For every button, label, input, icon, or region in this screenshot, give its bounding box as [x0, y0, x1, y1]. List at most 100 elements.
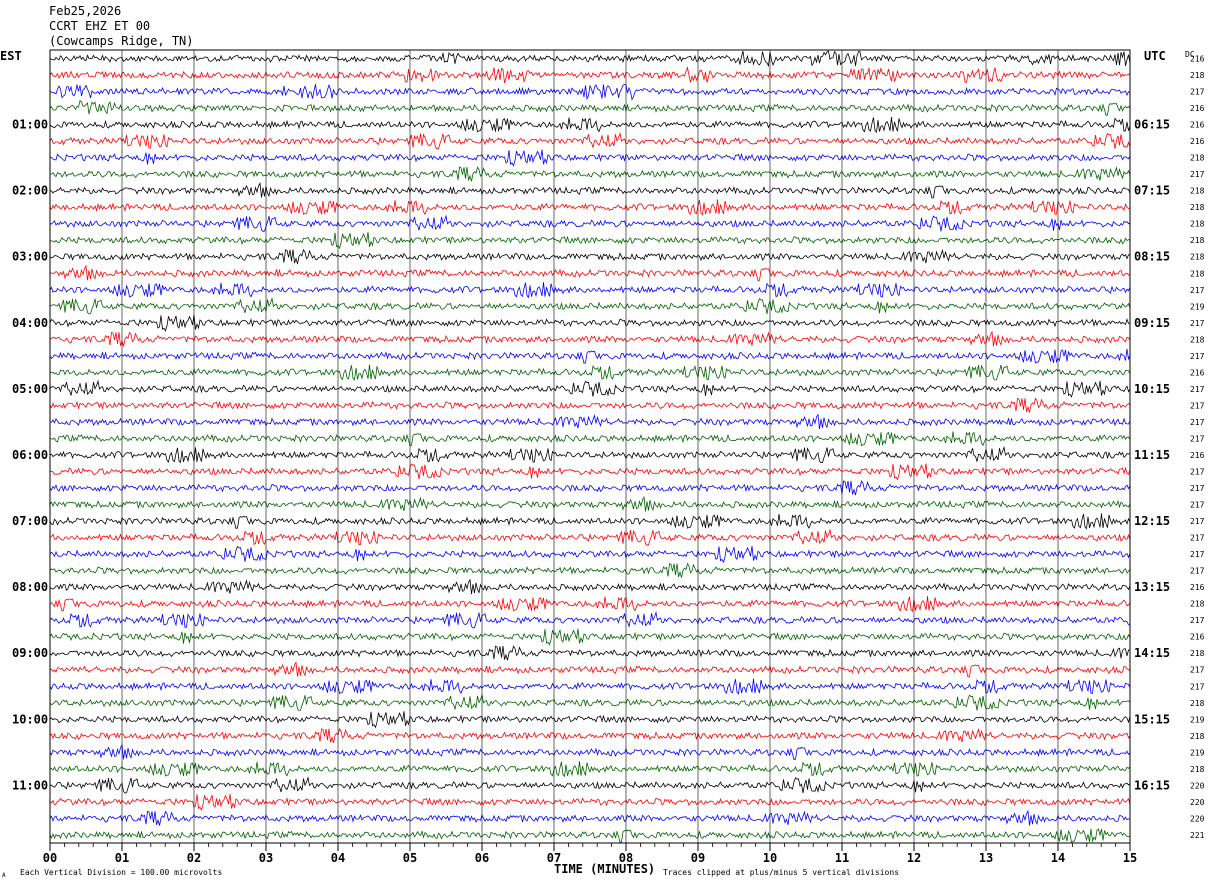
dc-offset-label: 218: [1190, 335, 1205, 344]
x-tick-label: 02: [187, 851, 201, 865]
x-tick-label: 10: [763, 851, 777, 865]
trace-row-44: [49, 776, 1131, 794]
trace-row-28: [49, 513, 1131, 530]
right-hour-label: 07:15: [1134, 184, 1170, 198]
trace-row-29: [49, 528, 1131, 546]
dc-offset-label: 219: [1190, 748, 1205, 757]
traces-layer: [49, 50, 1131, 843]
right-hour-label: 13:15: [1134, 580, 1170, 594]
x-tick-label: 13: [979, 851, 993, 865]
dc-offset-label: 218: [1190, 71, 1205, 80]
trace-row-41: [49, 727, 1131, 744]
trace-row-27: [49, 495, 1131, 512]
trace-row-43: [49, 761, 1131, 778]
scale-note: Each Vertical Division = 100.00 microvol…: [20, 868, 222, 877]
left-hour-label: 07:00: [12, 514, 48, 528]
trace-row-34: [49, 610, 1131, 629]
dc-offset-label: 221: [1190, 831, 1205, 840]
dc-offset-label: 218: [1190, 187, 1205, 196]
x-tick-label: 15: [1123, 851, 1137, 865]
dc-offset-label: 217: [1190, 484, 1205, 493]
dc-offset-label: 217: [1190, 319, 1205, 328]
x-tick-label: 11: [835, 851, 849, 865]
dc-offset-label: 218: [1190, 269, 1205, 278]
trace-row-16: [49, 314, 1131, 332]
x-tick-label: 12: [907, 851, 921, 865]
dc-offset-label: 220: [1190, 781, 1205, 790]
dc-offset-label: 216: [1190, 368, 1205, 377]
dc-offset-label: 218: [1190, 236, 1205, 245]
right-hour-label: 16:15: [1134, 778, 1170, 792]
trace-row-5: [49, 131, 1131, 150]
trace-row-39: [49, 693, 1131, 711]
trace-row-31: [49, 562, 1131, 578]
left-hour-label: 01:00: [12, 118, 48, 132]
dc-offset-label: 217: [1190, 418, 1205, 427]
right-hour-label: 08:15: [1134, 250, 1170, 264]
x-tick-label: 08: [619, 851, 633, 865]
dc-offset-label: 216: [1190, 137, 1205, 146]
x-tick-label: 05: [403, 851, 417, 865]
right-hour-label: 09:15: [1134, 316, 1170, 330]
corner-mark: A: [2, 872, 6, 879]
dc-offset-label: 218: [1190, 600, 1205, 609]
trace-row-37: [49, 661, 1131, 678]
trace-row-23: [49, 431, 1131, 447]
dc-offset-label: 217: [1190, 385, 1205, 394]
trace-row-18: [49, 348, 1131, 364]
right-hour-label: 06:15: [1134, 118, 1170, 132]
trace-row-30: [49, 545, 1131, 564]
trace-row-20: [49, 379, 1131, 398]
trace-row-6: [49, 149, 1131, 167]
trace-row-19: [49, 364, 1131, 381]
dc-offset-label: 216: [1190, 121, 1205, 130]
x-tick-label: 07: [547, 851, 561, 865]
dc-offset-label: 219: [1190, 715, 1205, 724]
trace-row-15: [49, 297, 1131, 315]
right-hour-label: 12:15: [1134, 514, 1170, 528]
trace-row-17: [49, 330, 1131, 347]
dc-offset-label: 218: [1190, 765, 1205, 774]
trace-row-12: [49, 248, 1131, 265]
trace-row-26: [49, 479, 1131, 496]
trace-row-36: [49, 645, 1131, 661]
dc-offset-label: 218: [1190, 203, 1205, 212]
trace-row-3: [49, 99, 1131, 116]
dc-offset-label: 220: [1190, 814, 1205, 823]
dc-offset-label: 217: [1190, 517, 1205, 526]
clip-note: Traces clipped at plus/minus 5 vertical …: [663, 868, 899, 877]
left-timezone-label: EST: [0, 49, 22, 63]
dc-offset-label: 217: [1190, 352, 1205, 361]
dc-offset-label: 217: [1190, 435, 1205, 444]
left-hour-label: 11:00: [12, 778, 48, 792]
x-axis-label: TIME (MINUTES): [554, 862, 655, 876]
x-tick-label: 01: [115, 851, 129, 865]
x-tick-label: 03: [259, 851, 273, 865]
trace-row-38: [49, 678, 1131, 695]
trace-row-13: [49, 264, 1131, 282]
left-hour-label: 08:00: [12, 580, 48, 594]
dc-offset-label: 216: [1190, 633, 1205, 642]
dc-offset-label: 218: [1190, 253, 1205, 262]
trace-row-32: [49, 578, 1131, 595]
trace-row-2: [49, 83, 1131, 101]
trace-row-42: [49, 743, 1131, 761]
right-hour-label: 15:15: [1134, 712, 1170, 726]
dc-offset-label: 216: [1190, 55, 1205, 64]
dc-column-label: DC: [1185, 50, 1195, 59]
trace-row-24: [49, 445, 1131, 464]
dc-offset-label: 218: [1190, 649, 1205, 658]
dc-offset-label: 219: [1190, 302, 1205, 311]
left-hour-label: 09:00: [12, 646, 48, 660]
dc-offset-label: 217: [1190, 170, 1205, 179]
dc-offset-label: 217: [1190, 534, 1205, 543]
right-timezone-label: UTC: [1144, 49, 1166, 63]
station-label: CCRT EHZ ET 00: [49, 19, 151, 33]
dc-offset-label: 217: [1190, 88, 1205, 97]
x-tick-label: 00: [43, 851, 57, 865]
dc-offset-label: 218: [1190, 732, 1205, 741]
dc-offset-label: 217: [1190, 666, 1205, 675]
trace-row-40: [49, 711, 1131, 729]
right-hour-label: 11:15: [1134, 448, 1170, 462]
